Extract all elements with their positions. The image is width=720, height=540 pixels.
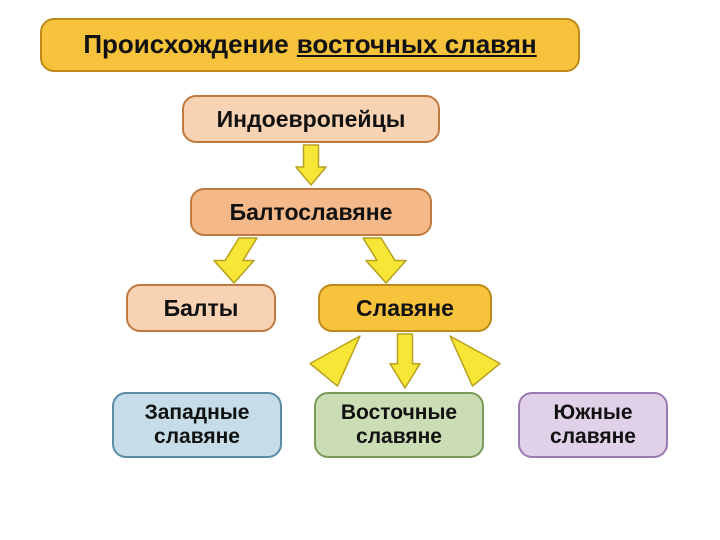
- arrows-layer: [0, 0, 720, 540]
